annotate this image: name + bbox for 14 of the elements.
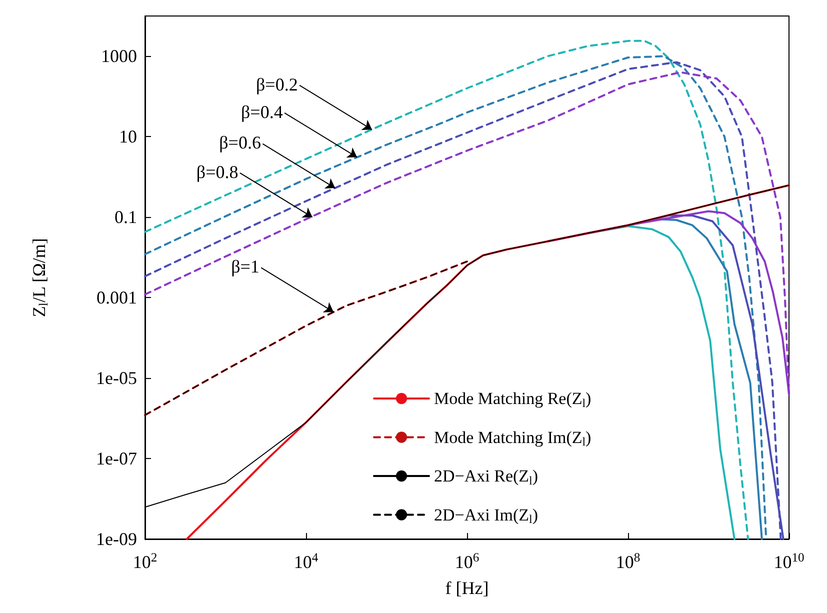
y-tick-label: 10 bbox=[119, 126, 137, 147]
annotation: β=1 bbox=[231, 256, 260, 277]
annotation: β=0.8 bbox=[196, 162, 238, 182]
y-axis-title: Zl/L [Ω/m] bbox=[29, 238, 50, 318]
y-tick-label: 0.001 bbox=[96, 288, 137, 308]
y-tick-label: 1e-05 bbox=[96, 368, 137, 388]
annotation: β=0.2 bbox=[256, 74, 298, 94]
y-tick-label: 1000 bbox=[101, 46, 137, 66]
annotation: β=0.4 bbox=[241, 102, 283, 122]
annotation: β=0.6 bbox=[219, 132, 261, 153]
x-axis-title: f [Hz] bbox=[445, 578, 489, 598]
y-tick-label: 0.1 bbox=[114, 207, 137, 228]
y-tick-label: 1e-09 bbox=[96, 529, 137, 549]
y-tick-label: 1e-07 bbox=[96, 448, 137, 469]
